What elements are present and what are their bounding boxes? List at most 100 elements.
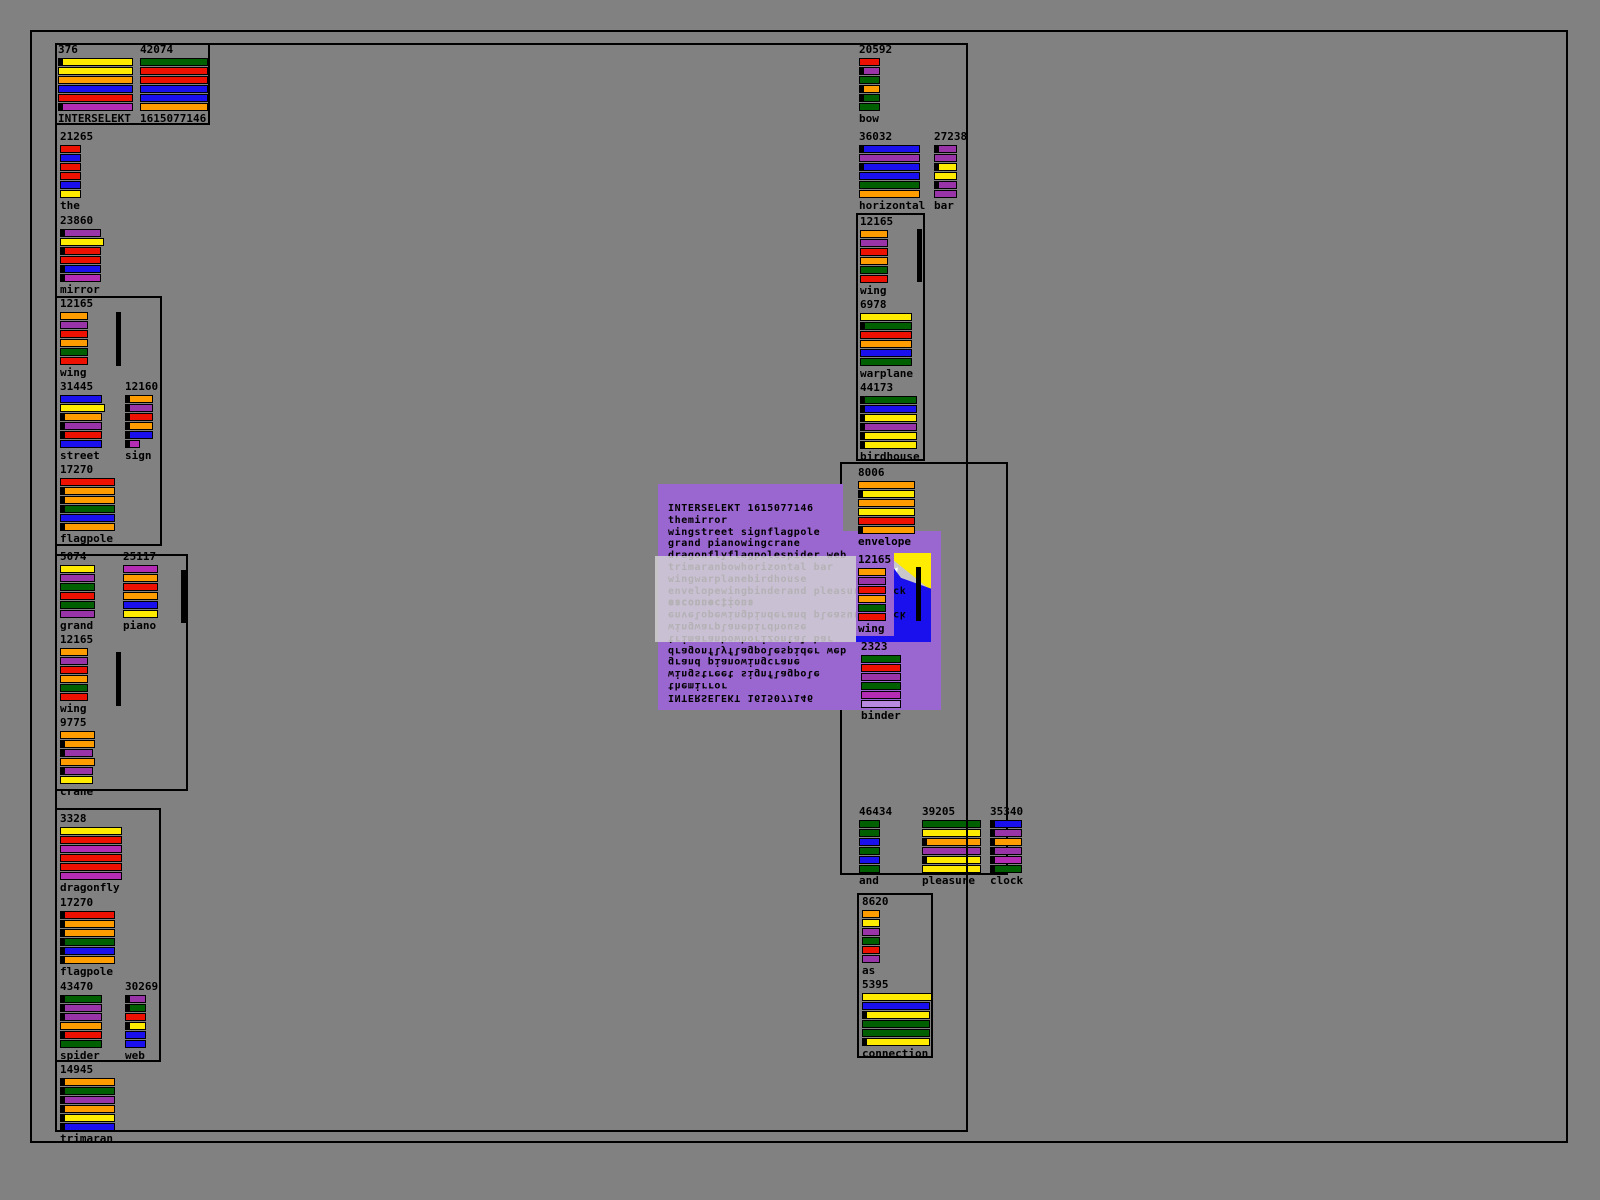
- bar[interactable]: [60, 947, 115, 955]
- bar[interactable]: [60, 330, 88, 338]
- bar[interactable]: [990, 856, 1022, 864]
- bar[interactable]: [934, 190, 957, 198]
- bar[interactable]: [60, 1087, 115, 1095]
- bar[interactable]: [123, 601, 158, 609]
- bar[interactable]: [859, 820, 880, 828]
- bar[interactable]: [990, 820, 1022, 828]
- bar[interactable]: [60, 601, 95, 609]
- bar[interactable]: [123, 574, 158, 582]
- bar[interactable]: [922, 820, 981, 828]
- bar[interactable]: [60, 684, 88, 692]
- bar[interactable]: [58, 94, 133, 102]
- bar[interactable]: [859, 163, 920, 171]
- bar[interactable]: [60, 583, 95, 591]
- bar[interactable]: [60, 1013, 102, 1021]
- bar[interactable]: [861, 700, 901, 708]
- bar[interactable]: [60, 731, 95, 739]
- bar[interactable]: [862, 910, 880, 918]
- bar[interactable]: [859, 865, 880, 873]
- bar[interactable]: [140, 103, 208, 111]
- bar[interactable]: [858, 604, 886, 612]
- bar[interactable]: [60, 413, 102, 421]
- bar[interactable]: [123, 592, 158, 600]
- bar[interactable]: [934, 145, 957, 153]
- bar[interactable]: [60, 145, 81, 153]
- bar[interactable]: [860, 441, 917, 449]
- bar[interactable]: [60, 657, 88, 665]
- bar[interactable]: [60, 523, 115, 531]
- bar[interactable]: [860, 248, 888, 256]
- bar[interactable]: [858, 613, 886, 621]
- bar[interactable]: [60, 440, 102, 448]
- bar[interactable]: [58, 67, 133, 75]
- scrollbar[interactable]: [917, 229, 922, 282]
- bar[interactable]: [860, 432, 917, 440]
- bar[interactable]: [922, 847, 981, 855]
- bar[interactable]: [60, 357, 88, 365]
- bar[interactable]: [58, 103, 133, 111]
- bar[interactable]: [60, 1114, 115, 1122]
- bar[interactable]: [58, 58, 133, 66]
- bar[interactable]: [60, 675, 88, 683]
- bar[interactable]: [125, 1022, 146, 1030]
- bar[interactable]: [123, 610, 158, 618]
- bar[interactable]: [140, 67, 208, 75]
- bar[interactable]: [862, 1038, 930, 1046]
- bar[interactable]: [125, 431, 153, 439]
- bar[interactable]: [862, 928, 880, 936]
- bar[interactable]: [60, 339, 88, 347]
- bar[interactable]: [125, 1040, 146, 1048]
- bar[interactable]: [858, 517, 915, 525]
- scrollbar[interactable]: [116, 652, 121, 706]
- bar[interactable]: [60, 505, 115, 513]
- bar[interactable]: [60, 163, 81, 171]
- bar[interactable]: [861, 682, 901, 690]
- bar[interactable]: [60, 938, 115, 946]
- bar[interactable]: [60, 749, 93, 757]
- bar[interactable]: [125, 440, 140, 448]
- bar[interactable]: [934, 172, 957, 180]
- bar[interactable]: [60, 1078, 115, 1086]
- bar[interactable]: [859, 190, 920, 198]
- bar[interactable]: [859, 154, 920, 162]
- bar[interactable]: [60, 956, 115, 964]
- bar[interactable]: [60, 422, 102, 430]
- bar[interactable]: [862, 937, 880, 945]
- bar[interactable]: [58, 85, 133, 93]
- bar[interactable]: [60, 1105, 115, 1113]
- bar[interactable]: [922, 865, 981, 873]
- bar[interactable]: [861, 664, 901, 672]
- bar[interactable]: [934, 154, 957, 162]
- bar[interactable]: [858, 577, 886, 585]
- bar[interactable]: [862, 919, 880, 927]
- bar[interactable]: [123, 565, 158, 573]
- bar[interactable]: [858, 499, 915, 507]
- bar[interactable]: [860, 331, 912, 339]
- bar[interactable]: [60, 872, 122, 880]
- bar[interactable]: [860, 239, 888, 247]
- bar[interactable]: [858, 508, 915, 516]
- bar[interactable]: [60, 181, 81, 189]
- bar[interactable]: [860, 340, 912, 348]
- bar[interactable]: [60, 1096, 115, 1104]
- bar[interactable]: [60, 154, 81, 162]
- bar[interactable]: [859, 103, 880, 111]
- bar[interactable]: [60, 514, 115, 522]
- bar[interactable]: [859, 181, 920, 189]
- bar[interactable]: [60, 312, 88, 320]
- bar[interactable]: [861, 655, 901, 663]
- bar[interactable]: [861, 673, 901, 681]
- bar[interactable]: [859, 85, 880, 93]
- bar[interactable]: [58, 76, 133, 84]
- bar[interactable]: [862, 993, 933, 1001]
- bar[interactable]: [60, 487, 115, 495]
- bar[interactable]: [60, 496, 115, 504]
- bar[interactable]: [859, 58, 880, 66]
- bar[interactable]: [60, 920, 115, 928]
- bar[interactable]: [861, 691, 901, 699]
- bar[interactable]: [862, 1020, 930, 1028]
- bar[interactable]: [859, 145, 920, 153]
- bar[interactable]: [125, 395, 153, 403]
- bar[interactable]: [60, 648, 88, 656]
- bar[interactable]: [125, 1013, 146, 1021]
